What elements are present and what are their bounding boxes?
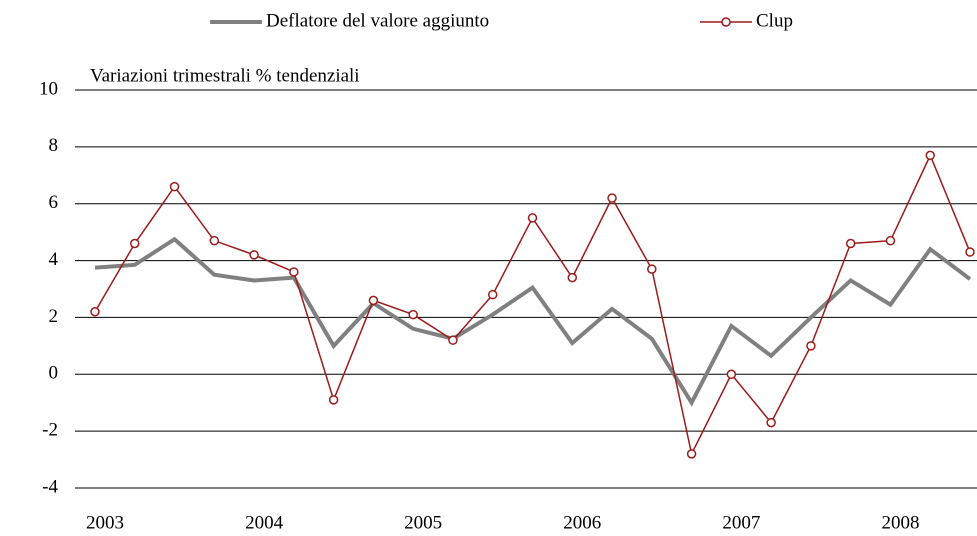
x-tick-label: 2004 [245, 512, 284, 533]
point-marker [647, 264, 657, 274]
point-marker [408, 309, 418, 320]
y-tick-label: 10 [39, 78, 58, 99]
point-marker [845, 238, 856, 249]
legend-label: Clup [756, 10, 793, 31]
annotation: Variazioni trimestrali % tendenziali [90, 65, 360, 86]
point-marker [527, 213, 538, 223]
y-tick-label: 8 [49, 135, 59, 156]
point-marker [726, 369, 737, 380]
y-tick-label: 2 [49, 306, 59, 327]
series-line [94, 236, 972, 407]
point-marker [885, 235, 896, 246]
x-tick-label: 2005 [404, 512, 442, 533]
point-marker [130, 238, 140, 249]
legend-label: Deflatore del valore aggiunto [266, 10, 489, 31]
point-marker [925, 150, 935, 161]
point-marker [289, 267, 299, 277]
point-marker [169, 181, 180, 192]
point-marker [209, 235, 220, 246]
series-line [94, 153, 971, 457]
point-marker [965, 247, 975, 257]
y-tick-label: 6 [49, 192, 59, 213]
x-tick-label: 2006 [563, 512, 601, 533]
point-marker [249, 250, 259, 260]
y-tick-label: -4 [42, 476, 58, 497]
x-tick-label: 2008 [881, 512, 919, 533]
point-marker [90, 306, 100, 317]
point-marker [766, 417, 776, 428]
legend-marker [721, 17, 731, 27]
point-marker [806, 341, 816, 351]
point-marker [328, 395, 339, 405]
x-tick-label: 2003 [86, 512, 124, 533]
point-marker [368, 295, 379, 306]
y-tick-label: 4 [49, 249, 59, 270]
y-tick-label: 0 [49, 363, 59, 384]
x-tick-label: 2007 [722, 512, 760, 533]
point-marker [567, 272, 578, 283]
point-marker [487, 289, 498, 300]
point-marker [686, 449, 697, 459]
point-marker [448, 335, 458, 345]
y-tick-label: -2 [42, 420, 58, 441]
point-marker [607, 193, 617, 203]
